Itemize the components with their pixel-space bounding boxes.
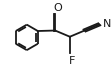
Text: F: F xyxy=(69,56,76,66)
Text: O: O xyxy=(53,3,62,13)
Text: N: N xyxy=(102,19,111,29)
